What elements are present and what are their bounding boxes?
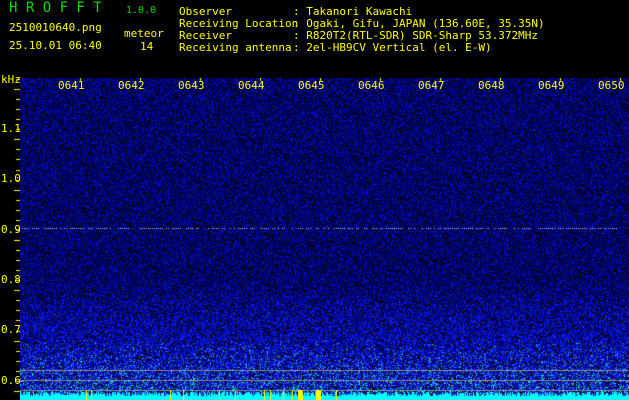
app-version: 1.0.0 [126,5,157,16]
observer-label: Observer [179,5,232,18]
filename: 2510010640.png [9,21,102,34]
meteor-label: meteor [124,27,164,40]
time-label: 0650 [598,79,625,92]
antenna-label: Receiving antenna [179,41,292,54]
antenna-value: : 2el-HB9CV Vertical (el. E-W) [293,41,492,54]
observer-value: : Takanori Kawachi [293,5,413,18]
app-title: H R O F F T [9,0,102,16]
receiver-value: : R820T2(RTL-SDR) SDR-Sharp 53.372MHz [293,29,539,42]
receiver-label: Receiver [179,29,232,42]
location-value: : Ogaki, Gifu, JAPAN (136.60E, 35.35N) [293,17,545,30]
meteor-count: 14 [140,40,154,53]
time-label: 0646 [358,79,385,92]
time-label: 0643 [178,79,205,92]
time-label: 0648 [478,79,505,92]
spectrogram [20,78,629,400]
datetime: 25.10.01 06:40 [9,39,102,52]
time-label: 0649 [538,79,565,92]
time-label: 0645 [298,79,325,92]
y-axis-ticks [0,78,20,400]
time-label: 0644 [238,79,265,92]
time-label: 0642 [118,79,145,92]
time-label: 0647 [418,79,445,92]
time-label: 0641 [58,79,85,92]
location-label: Receiving Location [179,17,299,30]
